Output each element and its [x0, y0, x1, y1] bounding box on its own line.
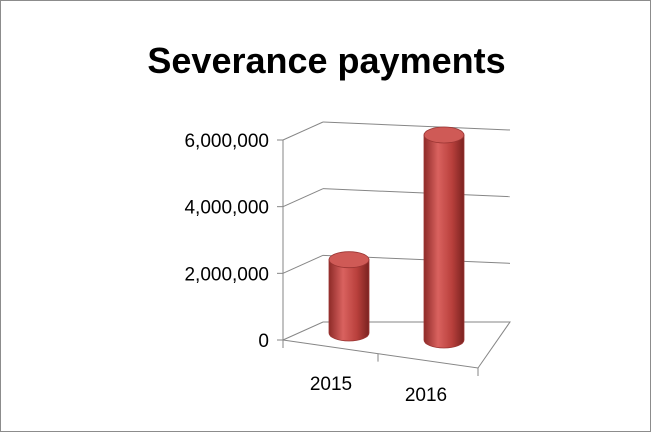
bar-top — [423, 126, 465, 144]
x-tick-label: 2015 — [310, 374, 352, 395]
x-axis-ticks: 2015 2016 — [282, 340, 479, 406]
y-axis-ticks: 0 2,000,000 4,000,000 6,000,000 — [184, 131, 283, 352]
chart-walls — [281, 140, 511, 369]
bar-body — [328, 259, 370, 342]
bar — [328, 251, 370, 342]
bars — [328, 126, 465, 349]
gridline — [282, 254, 324, 274]
gridline — [282, 121, 324, 141]
bar-top — [328, 251, 370, 269]
gridline — [282, 188, 324, 208]
bar-body — [423, 134, 465, 349]
y-tick-label: 2,000,000 — [184, 264, 269, 285]
y-tick-label: 4,000,000 — [184, 198, 269, 219]
gridline — [322, 188, 511, 198]
chart-floor — [281, 321, 511, 369]
y-tick-label: 6,000,000 — [184, 131, 269, 152]
y-tick-label: 0 — [258, 331, 269, 352]
gridline — [322, 121, 511, 131]
gridlines — [282, 121, 511, 274]
bar — [423, 126, 465, 349]
chart-title: Severance payments — [147, 40, 506, 81]
x-tick-label: 2016 — [405, 385, 447, 406]
